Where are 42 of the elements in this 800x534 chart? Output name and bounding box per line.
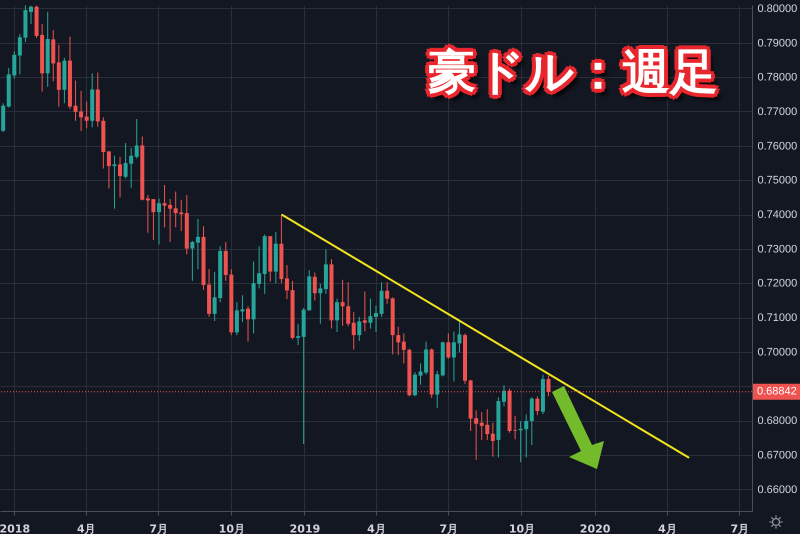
y-tick-label: 0.71000 xyxy=(758,312,798,324)
candlestick xyxy=(535,396,540,416)
x-tick-label: 2020 xyxy=(580,522,611,534)
x-tick-label: 10月 xyxy=(508,522,536,534)
x-tick-label: 4月 xyxy=(77,522,96,534)
y-tick-label: 0.78000 xyxy=(758,72,798,84)
y-tick-label: 0.75000 xyxy=(758,174,798,187)
candlestick xyxy=(362,290,367,332)
y-tick-label: 0.68000 xyxy=(758,415,798,428)
y-tick-label: 0.76000 xyxy=(758,140,798,152)
x-tick-label: 7月 xyxy=(149,522,168,534)
candlestick xyxy=(340,279,345,326)
text: 豪ドル：週足 xyxy=(428,43,718,102)
y-tick-label: 0.73000 xyxy=(758,243,798,256)
candlestick xyxy=(518,420,523,463)
candlestick xyxy=(246,306,250,342)
y-tick-label: 0.66000 xyxy=(758,484,798,496)
ref-line-label: 0.68842 xyxy=(757,386,797,398)
y-tick-label: 0.79000 xyxy=(758,37,798,50)
x-tick-label: 4月 xyxy=(367,522,386,534)
x-tick-label: 2019 xyxy=(290,522,320,534)
y-tick-label: 0.80000 xyxy=(758,2,798,15)
candlestick xyxy=(530,396,534,446)
candlestick xyxy=(357,316,362,342)
y-tick-label: 0.67000 xyxy=(758,450,798,462)
x-tick-label: 7月 xyxy=(730,522,750,534)
candlestick xyxy=(312,272,317,301)
candlestick xyxy=(446,332,450,360)
candlestick xyxy=(118,156,122,198)
candlestick xyxy=(435,370,440,408)
y-tick-label: 0.77000 xyxy=(758,106,798,118)
x-tick-label: 10月 xyxy=(218,522,245,534)
candlestick xyxy=(156,198,161,245)
x-tick-label: 7月 xyxy=(440,522,458,534)
y-tick-label: 0.72000 xyxy=(758,278,798,290)
candlestick xyxy=(335,298,340,333)
y-tick-label: 0.70000 xyxy=(758,346,798,358)
candlestick xyxy=(524,414,528,458)
x-tick-label: 4月 xyxy=(658,522,677,534)
y-tick-label: 0.74000 xyxy=(758,209,798,222)
candlestick xyxy=(385,282,390,304)
x-tick-label: 2018 xyxy=(0,522,30,534)
